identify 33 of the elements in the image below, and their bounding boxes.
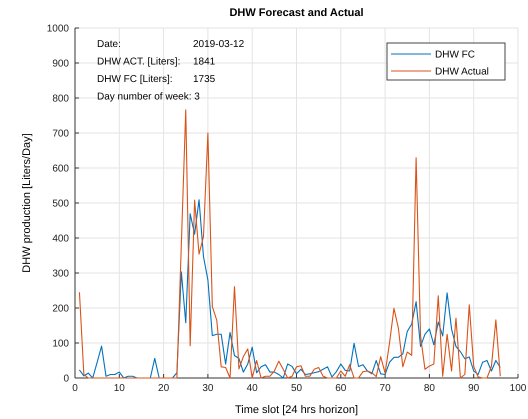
- legend-label: DHW Actual: [435, 66, 489, 78]
- text: Date: 2019-03-12: [97, 39, 244, 50]
- chart-title: DHW Forecast and Actual: [229, 7, 364, 19]
- x-tick-label: 70: [380, 383, 392, 394]
- y-tick-label: 300: [52, 268, 70, 280]
- y-axis-title: DHW production [Liters/Day]: [21, 133, 33, 273]
- y-tick-label: 500: [52, 198, 70, 210]
- y-tick-label: 100: [52, 338, 70, 350]
- x-tick-label: 90: [468, 383, 480, 394]
- x-axis-title: Time slot [24 hrs horizon]: [234, 404, 358, 416]
- annotation: Day number of week: 3: [97, 92, 200, 102]
- x-tick-label: 40: [246, 383, 258, 394]
- y-tick-label: 0: [63, 374, 70, 384]
- x-tick-label: 0: [72, 383, 78, 394]
- y-tick-label: 600: [52, 164, 70, 174]
- x-tick-label: 20: [158, 383, 170, 394]
- x-tick-label: 100: [510, 383, 527, 394]
- text: DHW ACT. [Liters]: 1841: [97, 56, 216, 68]
- y-tick-label: 400: [52, 234, 70, 244]
- line-series: [78, 199, 501, 379]
- line-series: [78, 109, 501, 379]
- y-tick-label: 200: [52, 304, 70, 314]
- y-tick-label: 800: [52, 94, 70, 104]
- y-tick-label: 1000: [46, 24, 70, 34]
- x-tick-label: 80: [424, 383, 436, 394]
- y-tick-label: 700: [52, 128, 70, 140]
- y-tick-label: 900: [52, 58, 70, 70]
- x-tick-label: 30: [202, 383, 214, 394]
- legend-label: DHW FC: [435, 50, 475, 60]
- x-tick-label: 60: [335, 383, 347, 394]
- x-tick-label: 50: [290, 383, 302, 394]
- text: DHW FC [Liters]: 1735: [97, 74, 216, 85]
- x-tick-label: 10: [114, 383, 126, 394]
